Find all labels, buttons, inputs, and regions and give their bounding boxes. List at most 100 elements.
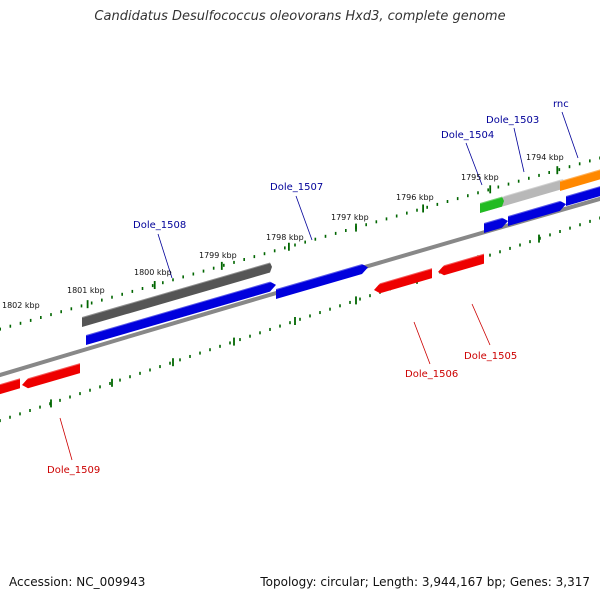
upper-tick-minor-tick [182,275,184,279]
leader-line-dole-1506 [413,321,431,365]
upper-tick-minor-tick [162,281,164,285]
lower-tick-minor-tick [489,253,491,257]
upper-tick-minor-tick [60,310,62,314]
lower-tick-minor-tick [289,321,291,325]
lower-tick-minor-tick [39,405,41,409]
lower-tick-minor-tick [239,338,241,342]
lower-tick-minor-tick [99,385,101,389]
upper-tick-minor-tick [9,324,12,328]
lower-tick-minor-tick [579,223,581,227]
lower-tick-minor-tick [499,250,501,254]
upper-tick-minor-tick [111,295,113,299]
feature-rnc-highlight [559,168,600,182]
lower-tick-minor-tick [89,388,91,392]
gene-bar-dole-1503-highlight [479,177,566,204]
upper-tick-major-tick [355,223,357,232]
upper-tick-minor-tick [477,191,479,195]
gene-label-rnc: rnc [553,99,569,110]
upper-tick-major-tick [489,185,492,194]
gene-label-dole-1503: Dole_1503 [486,115,539,126]
tick-label-1801: 1801 kbp [67,286,105,295]
lower-tick-minor-tick [109,381,111,385]
feature-rnc [560,169,600,191]
lower-tick-minor-tick [319,311,321,315]
upper-tick-minor-tick [212,266,215,270]
lower-tick-major-tick [294,317,296,325]
lower-tick-minor-tick [519,243,521,247]
tick-label-1796: 1796 kbp [396,193,434,202]
lower-tick-minor-tick [69,395,71,399]
feature-dole-1504 [480,196,504,213]
lower-tick-minor-tick [299,317,301,321]
lower-tick-minor-tick [159,365,161,369]
upper-tick-minor-tick [314,237,317,241]
cds-dole-1507-highlight [275,261,369,290]
cds-dole-1506-highlight [373,267,433,286]
lower-tick-minor-tick [549,233,551,237]
leader-line-dole-1508 [157,233,173,279]
gene-label-dole-1507: Dole_1507 [270,182,323,193]
lower-tick-minor-tick [29,408,31,412]
lower-tick-minor-tick [529,240,531,244]
tick-label-1800: 1800 kbp [134,268,172,277]
leader-layer [59,111,579,461]
upper-tick-minor-tick [243,258,245,261]
gene-bar-dole-1508 [82,262,272,327]
gene-label-dole-1504: Dole_1504 [441,130,494,141]
gene-label-dole-1506: Dole_1506 [405,369,458,380]
lower-tick-minor-tick [249,334,251,338]
upper-tick-minor-tick [365,223,367,227]
leader-line-dole-1504 [465,142,483,186]
upper-tick-major-tick [556,166,559,175]
upper-tick-minor-tick [273,249,276,253]
gene-bar-dole-1508-highlight [81,260,273,318]
lower-tick-minor-tick [129,375,131,379]
upper-tick-minor-tick [578,162,581,166]
lower-tick-minor-tick [509,246,511,250]
tick-label-1795: 1795 kbp [461,173,499,182]
upper-tick-minor-tick [80,304,83,308]
cds-dole-1509 [22,363,80,389]
upper-tick-major-tick [220,261,223,270]
upper-tick-minor-tick [456,197,459,201]
upper-tick-minor-tick [202,269,205,273]
lower-tick-major-tick [111,378,113,387]
upper-tick-minor-tick [19,321,22,325]
upper-tick-minor-tick [406,211,408,215]
upper-tick-minor-tick [538,173,540,177]
lower-tick-minor-tick [49,402,51,406]
upper-tick-minor-tick [426,205,428,209]
tick-label-1794: 1794 kbp [526,153,564,162]
cds-dole-1508-highlight [85,278,277,336]
lower-tick-minor-tick [209,348,211,352]
lower-tick-minor-tick [369,294,371,298]
upper-tick-minor-tick [395,214,398,218]
upper-tick-minor-tick [568,165,571,169]
lower-tick-major-tick [172,358,174,367]
upper-tick-minor-tick [233,260,235,264]
lower-tick-minor-tick [279,324,281,328]
lower-tick-minor-tick [359,297,361,301]
upper-tick-major-tick [86,300,89,309]
upper-tick-minor-tick [294,243,296,247]
lower-tick-minor-tick [559,230,561,234]
lower-tick-minor-tick [19,412,21,416]
cds-dole-1505 [438,253,484,276]
lower-tick-minor-tick [169,361,171,365]
lower-tick-major-tick [233,337,235,346]
tick-label-1802: 1802 kbp [2,301,40,310]
lower-tick-minor-tick [349,300,351,304]
lower-tick-major-tick [355,296,357,305]
lower-tick-minor-tick [179,358,181,362]
upper-tick-minor-tick [558,168,561,172]
lower-tick-minor-tick [199,351,201,355]
leader-line-dole-1503 [513,127,525,173]
upper-tick-minor-tick [0,327,1,331]
lower-tick-minor-tick [569,226,571,230]
upper-tick-minor-tick [517,179,520,183]
upper-tick-major-tick [422,204,424,213]
upper-tick-minor-tick [589,159,591,163]
feature-layer [0,168,600,395]
topology-summary: Topology: circular; Length: 3,944,167 bp… [260,575,590,589]
lower-tick-minor-tick [539,236,541,240]
